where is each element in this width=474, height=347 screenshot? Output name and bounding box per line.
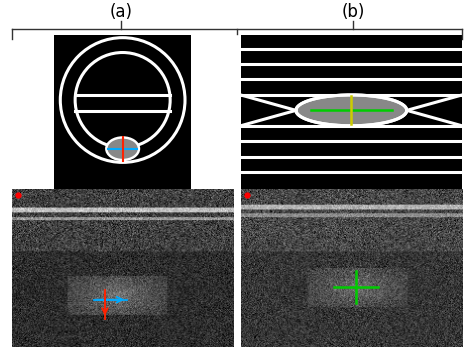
Text: (b): (b) [341,3,365,21]
Polygon shape [296,95,407,126]
Text: (a): (a) [109,3,132,21]
Polygon shape [296,95,407,126]
Polygon shape [296,95,407,126]
Ellipse shape [106,137,139,160]
